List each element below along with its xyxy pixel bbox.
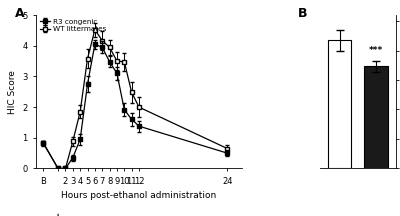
Text: B: B	[298, 8, 308, 21]
Text: ***: ***	[369, 46, 383, 55]
Text: A: A	[15, 8, 25, 21]
Legend: R3 congenic, WT littermates: R3 congenic, WT littermates	[40, 19, 107, 32]
Bar	[328, 40, 352, 168]
X-axis label: Hours post-ethanol administration: Hours post-ethanol administration	[61, 191, 217, 200]
Bar	[364, 67, 388, 168]
Y-axis label: HIC Score: HIC Score	[8, 70, 17, 114]
